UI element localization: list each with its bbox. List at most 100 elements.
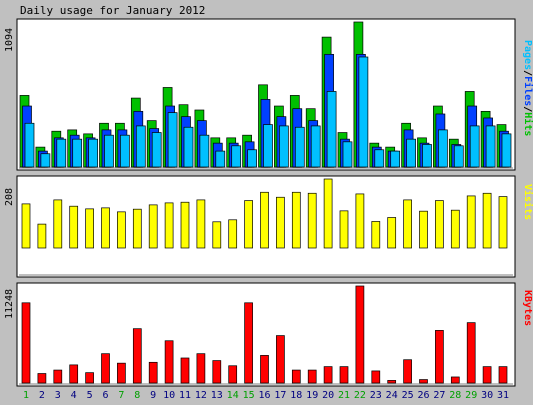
bar-kbytes-day-23 — [371, 370, 381, 384]
bar-visits-day-3 — [53, 199, 63, 249]
bar-visits-day-23 — [371, 221, 381, 249]
bar-visits-day-5 — [85, 208, 94, 249]
bar-visits-day-19 — [307, 192, 317, 249]
bar-pages-day-6 — [104, 134, 114, 168]
bar-kbytes-day-21 — [339, 366, 349, 384]
bar-kbytes-day-30 — [482, 366, 492, 384]
day-label-18: 18 — [290, 390, 302, 401]
bar-visits-day-4 — [69, 205, 79, 249]
bar-visits-day-14 — [228, 219, 238, 249]
bar-kbytes-day-3 — [53, 369, 63, 384]
day-label-4: 4 — [71, 390, 77, 401]
bar-visits-day-25 — [403, 199, 412, 249]
bar-pages-day-5 — [88, 138, 98, 168]
bar-pages-day-14 — [231, 145, 242, 168]
bar-visits-day-27 — [435, 200, 444, 249]
day-label-7: 7 — [118, 390, 124, 401]
bar-visits-day-21 — [339, 210, 349, 249]
bar-visits-day-7 — [117, 211, 126, 249]
day-label-25: 25 — [402, 390, 414, 401]
bar-pages-day-17 — [279, 125, 289, 168]
day-label-22: 22 — [354, 390, 366, 401]
bar-kbytes-day-12 — [196, 353, 206, 384]
bar-kbytes-day-24 — [387, 380, 397, 384]
bar-visits-day-6 — [101, 207, 110, 249]
panel-kbytes-max-label: 11248 — [4, 289, 15, 319]
bar-pages-day-18 — [294, 126, 305, 168]
bar-visits-day-2 — [37, 223, 47, 249]
bar-pages-day-31 — [501, 133, 512, 168]
bar-kbytes-day-19 — [307, 369, 317, 384]
bar-visits-day-12 — [196, 199, 206, 249]
bar-kbytes-day-29 — [466, 322, 476, 384]
panel-visits-max-label: 208 — [4, 188, 15, 206]
bar-kbytes-day-28 — [450, 376, 460, 384]
bar-kbytes-day-9 — [148, 361, 158, 384]
bar-kbytes-day-25 — [403, 359, 412, 384]
legend-entry: KBytes — [522, 290, 533, 326]
bar-visits-day-29 — [466, 195, 476, 249]
panel-kbytes-legend: KBytes — [522, 290, 533, 326]
day-label-2: 2 — [39, 390, 45, 401]
day-label-21: 21 — [338, 390, 350, 401]
bar-pages-day-15 — [247, 149, 257, 168]
day-label-16: 16 — [258, 390, 270, 401]
bar-kbytes-day-20 — [323, 366, 333, 384]
day-label-8: 8 — [134, 390, 140, 401]
day-label-6: 6 — [102, 390, 108, 401]
bar-pages-day-4 — [72, 138, 83, 168]
bar-pages-day-1 — [24, 122, 35, 168]
day-label-23: 23 — [370, 390, 382, 401]
bar-kbytes-day-18 — [291, 369, 301, 384]
bar-pages-day-10 — [167, 112, 178, 168]
bar-pages-day-3 — [56, 138, 67, 168]
day-label-31: 31 — [497, 390, 509, 401]
bar-pages-day-29 — [469, 125, 480, 168]
day-label-29: 29 — [465, 390, 477, 401]
day-label-5: 5 — [87, 390, 93, 401]
bar-visits-day-24 — [387, 217, 397, 249]
bar-pages-day-22 — [358, 56, 369, 168]
day-label-28: 28 — [449, 390, 461, 401]
bar-visits-day-8 — [132, 208, 142, 249]
bar-visits-day-18 — [291, 191, 301, 249]
bar-visits-day-20 — [323, 178, 333, 249]
bar-pages-day-12 — [199, 134, 210, 168]
legend-entry: Visits — [522, 184, 533, 220]
bar-kbytes-day-4 — [69, 364, 79, 384]
legend-entry: Hits — [522, 112, 533, 136]
bar-pages-day-16 — [263, 124, 273, 168]
bar-pages-day-25 — [406, 138, 416, 168]
bar-pages-day-28 — [453, 145, 464, 168]
bar-visits-day-13 — [212, 221, 222, 249]
day-label-10: 10 — [163, 390, 175, 401]
day-label-9: 9 — [150, 390, 156, 401]
panel-visits-legend: Visits — [522, 184, 533, 220]
bar-kbytes-day-15 — [244, 302, 253, 384]
bar-kbytes-day-17 — [276, 335, 285, 384]
day-label-11: 11 — [179, 390, 191, 401]
bar-kbytes-day-10 — [164, 340, 174, 384]
bar-pages-day-7 — [120, 134, 130, 168]
day-label-1: 1 — [23, 390, 29, 401]
bar-pages-day-8 — [135, 125, 146, 168]
bar-kbytes-day-11 — [180, 357, 190, 384]
legend-entry: Pages — [522, 40, 533, 70]
bar-kbytes-day-14 — [228, 365, 238, 384]
legend-entry: / — [522, 106, 533, 112]
legend-entry: / — [522, 70, 533, 76]
bar-pages-day-20 — [326, 91, 337, 168]
day-label-24: 24 — [386, 390, 398, 401]
bar-visits-day-26 — [419, 210, 428, 249]
bar-pages-day-9 — [151, 132, 162, 168]
bar-kbytes-day-16 — [260, 355, 269, 384]
bar-visits-day-17 — [276, 196, 285, 249]
bar-pages-day-2 — [40, 153, 51, 168]
bar-pages-day-19 — [310, 125, 321, 168]
bar-visits-day-22 — [355, 193, 365, 249]
bar-kbytes-day-26 — [419, 379, 428, 384]
bar-visits-day-11 — [180, 201, 190, 249]
legend-entry: Files — [522, 76, 533, 106]
bar-visits-day-30 — [482, 192, 492, 249]
